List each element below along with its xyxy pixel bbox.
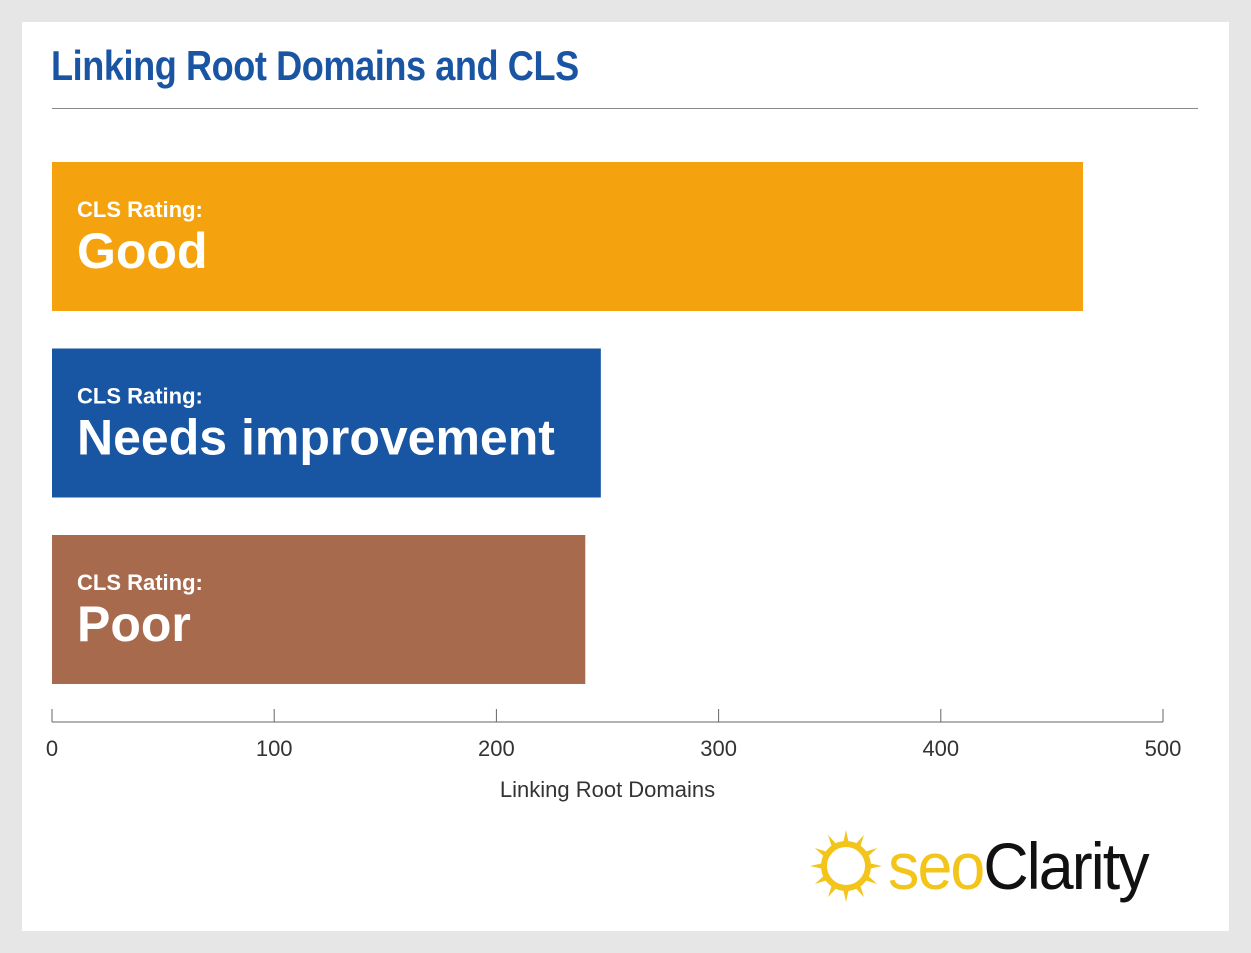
bar-category-label: Good [77, 223, 208, 279]
bar-needs-improvement [52, 348, 601, 498]
bar-category-label: Poor [77, 596, 191, 652]
x-axis: 0 100 200 300 400 500 [46, 709, 1181, 761]
sun-icon [810, 830, 882, 902]
x-tick-label: 500 [1145, 736, 1182, 761]
bar-prefix-label: CLS Rating: [77, 384, 203, 409]
bar-poor [52, 535, 586, 684]
logo-wordmark: seoClarity [888, 826, 1150, 906]
bar-prefix-label: CLS Rating: [77, 570, 203, 595]
x-tick-label: 400 [922, 736, 959, 761]
x-tick-label: 300 [700, 736, 737, 761]
seoclarity-logo: seoClarity [806, 826, 1206, 906]
bar-good [52, 162, 1084, 311]
x-axis-title: Linking Root Domains [500, 777, 715, 802]
chart-title: Linking Root Domains and CLS [51, 42, 579, 89]
bar-prefix-label: CLS Rating: [77, 197, 203, 222]
x-tick-label: 200 [478, 736, 515, 761]
logo-clarity-text: Clarity [983, 829, 1149, 903]
logo-seo-text: seo [888, 829, 985, 903]
bar-category-label: Needs improvement [77, 410, 555, 466]
x-tick-label: 100 [256, 736, 293, 761]
x-tick-label: 0 [46, 736, 58, 761]
title-divider [52, 108, 1198, 109]
